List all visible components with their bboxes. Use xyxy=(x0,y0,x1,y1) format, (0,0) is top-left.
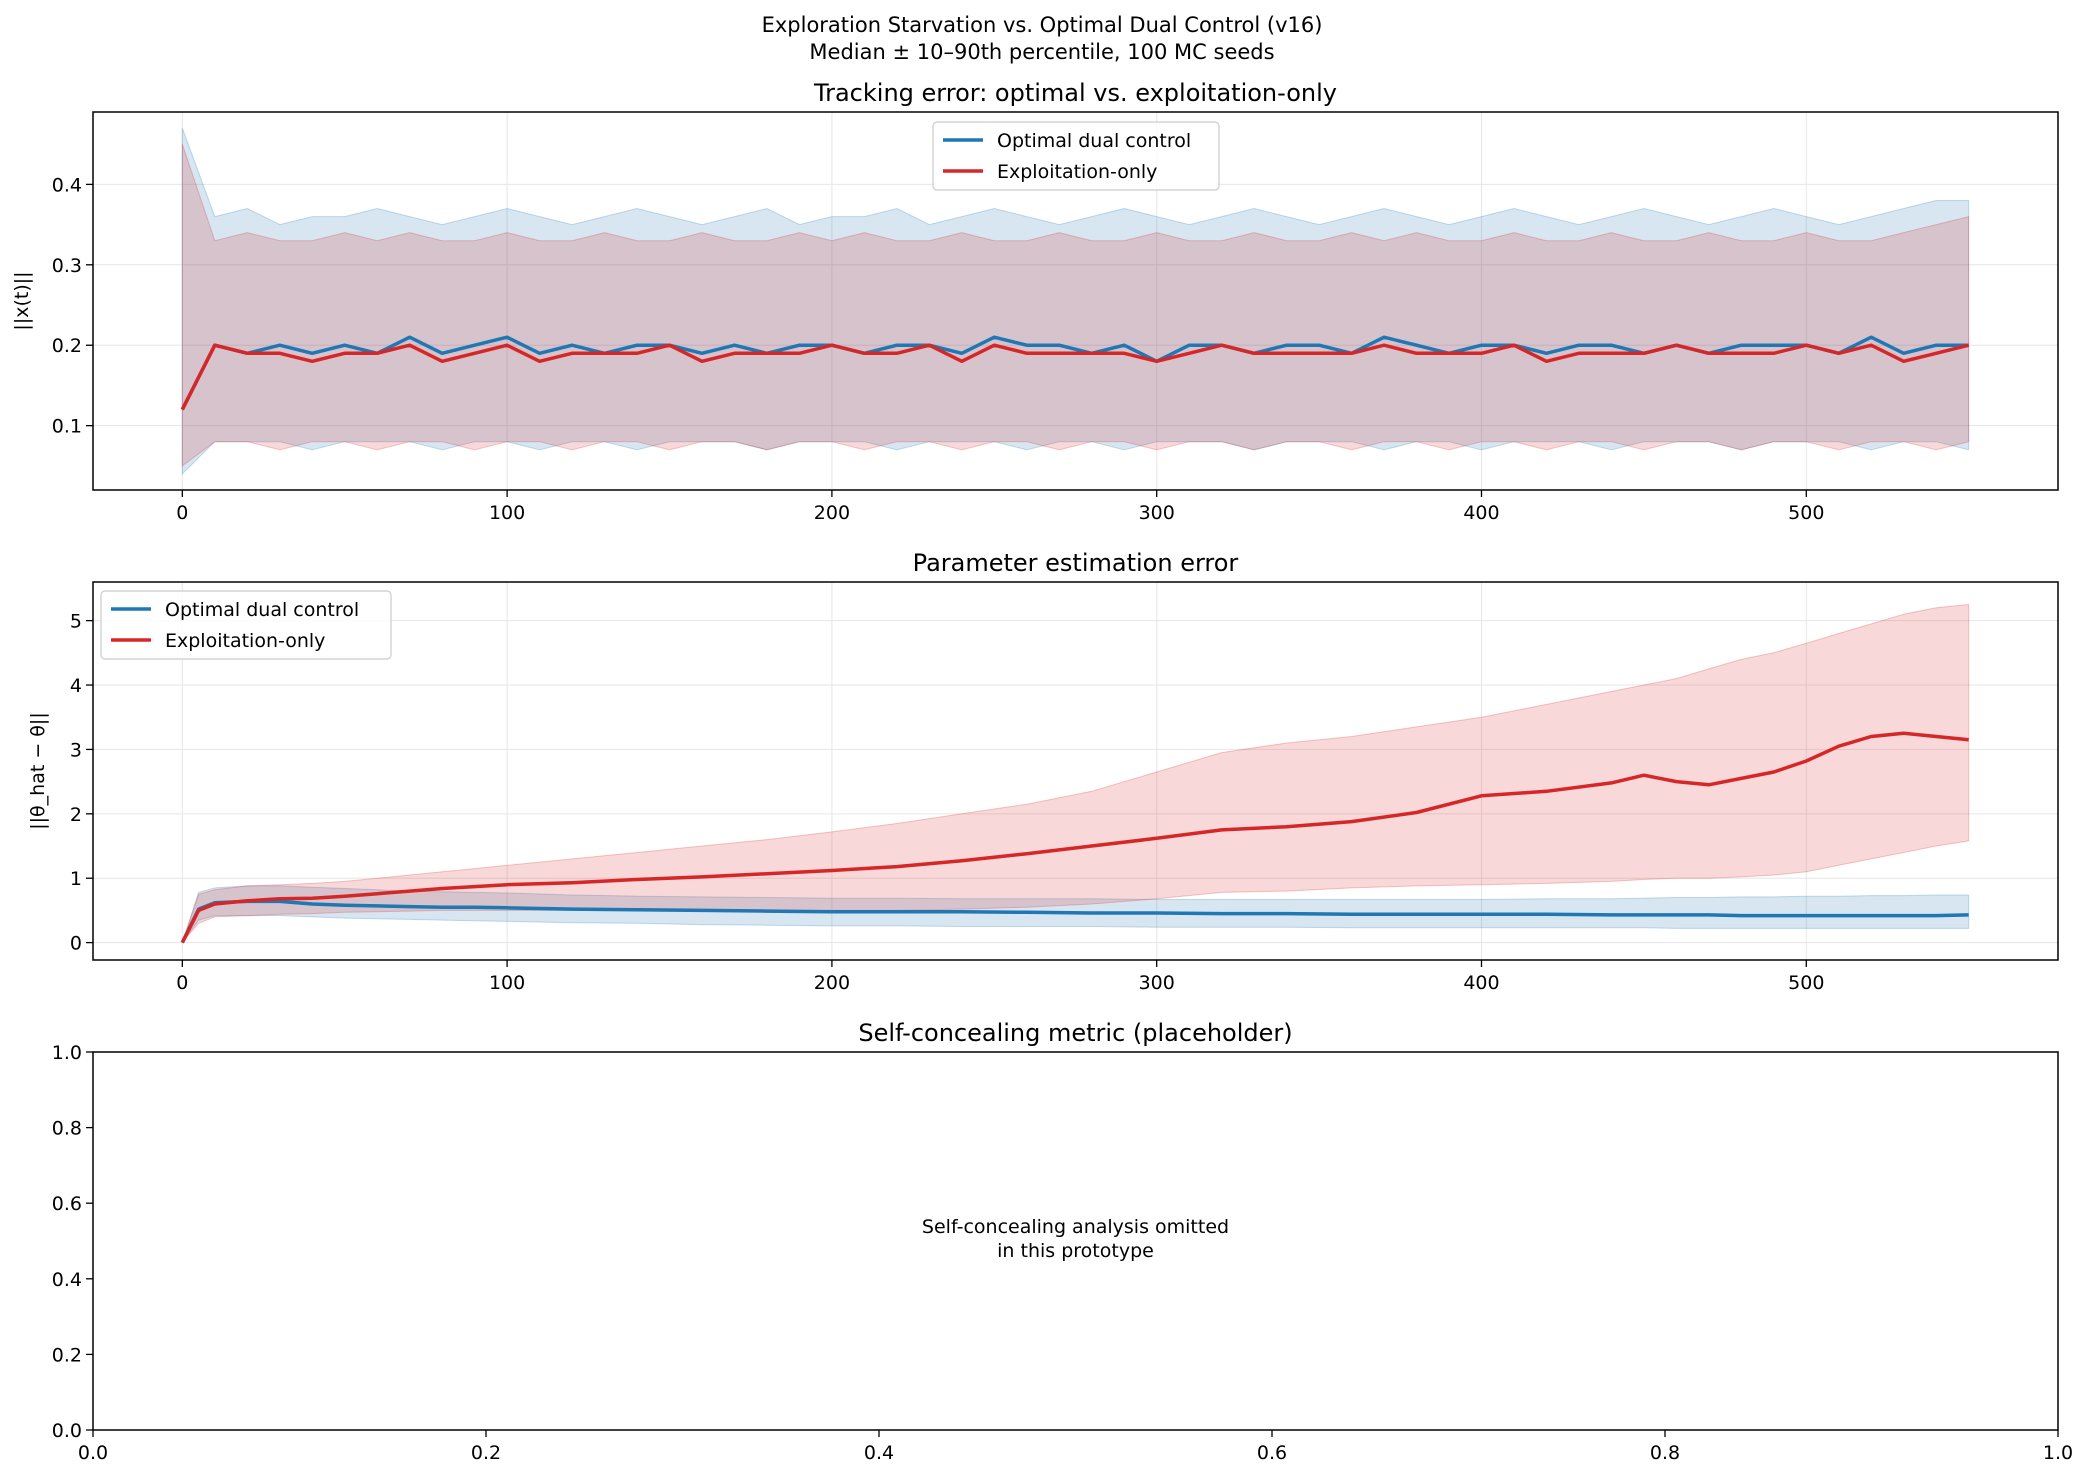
x-tick-label: 400 xyxy=(1463,502,1499,524)
x-tick-label: 0 xyxy=(176,972,188,994)
panel-title: Parameter estimation error xyxy=(913,549,1239,577)
y-tick-label: 0.6 xyxy=(52,1193,82,1215)
legend-box xyxy=(100,590,392,660)
plot-area xyxy=(93,582,2058,960)
legend: Optimal dual control Exploitation-only xyxy=(932,121,1220,191)
y-axis-label: ||θ_hat − θ|| xyxy=(27,712,49,830)
grid xyxy=(93,582,2058,960)
x-tick-label: 0 xyxy=(176,502,188,524)
panel-title: Self-concealing metric (placeholder) xyxy=(858,1019,1292,1047)
x-tick-label: 0.8 xyxy=(1650,1442,1680,1464)
x-tick-label: 200 xyxy=(814,972,850,994)
axes-frame xyxy=(92,111,2059,491)
legend-box xyxy=(932,121,1220,191)
series-group xyxy=(180,603,1970,944)
suptitle-line-2: Median ± 10–90th percentile, 100 MC seed… xyxy=(809,40,1274,64)
y-tick-label: 0.1 xyxy=(52,416,82,438)
percentile-band-exploitation xyxy=(181,144,1970,467)
y-tick-label: 0 xyxy=(70,933,82,955)
y-tick-label: 1 xyxy=(70,868,82,890)
y-tick-label: 5 xyxy=(70,611,82,633)
axes-frame xyxy=(92,581,2059,961)
y-tick-label: 2 xyxy=(70,804,82,826)
x-tick-label: 500 xyxy=(1788,502,1824,524)
x-tick-label: 0.4 xyxy=(864,1442,894,1464)
y-tick-label: 0.4 xyxy=(52,174,82,196)
series-group xyxy=(180,127,1970,476)
x-tick-label: 100 xyxy=(489,502,525,524)
y-tick-label: 0.8 xyxy=(52,1118,82,1140)
x-tick-label: 400 xyxy=(1463,972,1499,994)
y-tick-label: 0.0 xyxy=(52,1420,82,1442)
legend-label-exploitation: Exploitation-only xyxy=(997,161,1157,183)
y-tick-label: 0.4 xyxy=(52,1269,82,1291)
x-tick-label: 0.0 xyxy=(78,1442,108,1464)
legend-label-optimal: Optimal dual control xyxy=(165,599,359,621)
suptitle-line-1: Exploration Starvation vs. Optimal Dual … xyxy=(762,13,1323,37)
y-tick-label: 3 xyxy=(70,739,82,761)
y-tick-label: 0.2 xyxy=(52,335,82,357)
legend: Optimal dual control Exploitation-only xyxy=(100,590,392,660)
median-line-exploitation xyxy=(180,731,1969,944)
axes-frame xyxy=(92,1051,2059,1431)
legend-label-optimal: Optimal dual control xyxy=(997,130,1191,152)
annotation-line: in this prototype xyxy=(997,1240,1154,1262)
y-tick-label: 0.2 xyxy=(52,1344,82,1366)
median-line-exploitation xyxy=(180,343,1970,411)
y-tick-label: 0.3 xyxy=(52,255,82,277)
y-tick-label: 4 xyxy=(70,675,82,697)
percentile-band-optimal xyxy=(181,127,1970,476)
x-tick-label: 500 xyxy=(1788,972,1824,994)
x-tick-label: 0.6 xyxy=(1257,1442,1287,1464)
y-tick-label: 1.0 xyxy=(52,1042,82,1064)
x-tick-label: 0.2 xyxy=(471,1442,501,1464)
x-tick-label: 200 xyxy=(814,502,850,524)
x-tick-label: 100 xyxy=(489,972,525,994)
tracking-error-panel: 0 100 200 300 400 500 0.1 0.2 0.3 0.4 Tracking err… xyxy=(11,79,2059,524)
panel-title: Tracking error: optimal vs. exploitation… xyxy=(813,79,1337,107)
plot-area xyxy=(93,1052,2058,1430)
x-tick-label: 300 xyxy=(1139,502,1175,524)
x-tick-label: 300 xyxy=(1139,972,1175,994)
annotation-line: Self-concealing analysis omitted xyxy=(922,1216,1229,1238)
legend-label-exploitation: Exploitation-only xyxy=(165,630,325,652)
x-tick-label: 1.0 xyxy=(2043,1442,2073,1464)
parameter-error-panel: 0 100 200 300 400 500 0 1 2 3 4 5 Parameter estimati… xyxy=(27,549,2059,994)
median-line-optimal xyxy=(180,899,1969,944)
y-axis-label: ||x(t)|| xyxy=(11,271,33,330)
